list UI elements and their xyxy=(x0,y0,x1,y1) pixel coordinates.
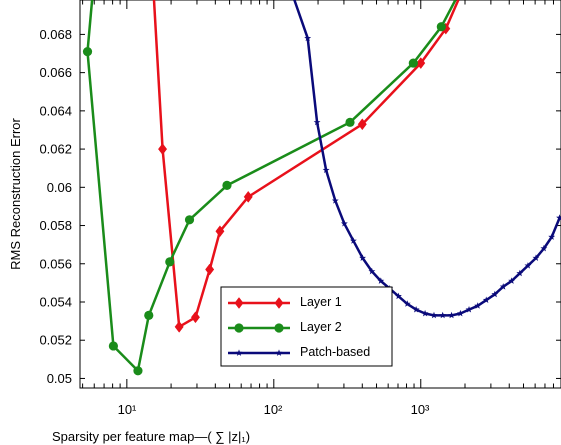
legend-marker-layer-1 xyxy=(234,297,244,309)
data-point-layer-2 xyxy=(108,341,118,351)
data-point-layer-1 xyxy=(205,263,215,276)
data-point-patch-based xyxy=(430,311,438,319)
data-point-patch-based xyxy=(491,290,499,298)
data-point-patch-based xyxy=(322,166,330,174)
series-layer xyxy=(82,0,561,376)
data-point-patch-based xyxy=(421,309,429,317)
data-point-layer-2 xyxy=(222,180,232,190)
legend-marker-layer-2 xyxy=(274,323,284,333)
data-point-patch-based xyxy=(359,254,367,261)
data-point-patch-based xyxy=(499,283,507,290)
data-point-layer-2 xyxy=(133,366,143,376)
data-point-patch-based xyxy=(482,296,490,303)
y-tick-label: 0.056 xyxy=(39,256,72,271)
data-point-patch-based xyxy=(395,292,402,300)
y-tick-label: 0.06 xyxy=(47,180,72,195)
x-tick-label: 10³ xyxy=(411,402,430,417)
data-point-patch-based xyxy=(524,262,532,269)
data-point-layer-2 xyxy=(184,215,195,225)
data-point-layer-1 xyxy=(416,57,426,69)
data-point-layer-2 xyxy=(144,310,154,320)
y-axis-label: RMS Reconstruction Error xyxy=(8,117,23,269)
legend: Layer 1 Layer 2 Patch-based xyxy=(220,286,393,367)
data-point-layer-2 xyxy=(82,47,93,57)
y-tick-label: 0.05 xyxy=(47,371,72,386)
y-tick-label: 0.052 xyxy=(39,333,72,348)
data-point-patch-based xyxy=(456,309,464,317)
data-point-patch-based xyxy=(474,302,482,309)
data-point-patch-based xyxy=(368,267,376,275)
data-point-patch-based xyxy=(377,277,385,284)
data-point-patch-based xyxy=(532,254,540,261)
legend-marker-layer-2 xyxy=(234,323,244,333)
y-tick-label: 0.066 xyxy=(39,65,72,80)
series-line-layer-2 xyxy=(86,0,457,373)
x-axis-label: Sparsity per feature map—( ∑ |z|₁) xyxy=(52,429,250,444)
data-point-patch-based xyxy=(313,118,321,126)
data-point-patch-based xyxy=(304,34,312,42)
data-point-layer-1 xyxy=(215,225,225,238)
data-point-patch-based xyxy=(331,197,339,204)
data-point-patch-based xyxy=(439,311,447,319)
legend-label-layer-1: Layer 1 xyxy=(300,295,342,309)
data-point-patch-based xyxy=(448,311,455,319)
x-tick-label: 10² xyxy=(264,402,283,417)
data-point-patch-based xyxy=(556,214,561,221)
data-point-layer-1 xyxy=(357,118,367,131)
data-point-patch-based xyxy=(412,306,420,313)
legend-marker-patch-based xyxy=(275,349,283,356)
y-tick-label: 0.062 xyxy=(39,142,72,157)
data-point-layer-1 xyxy=(190,311,200,324)
x-tick-label: 10¹ xyxy=(118,402,137,417)
data-point-layer-1 xyxy=(158,143,168,155)
legend-label-patch-based: Patch-based xyxy=(300,345,370,359)
data-point-layer-2 xyxy=(345,117,355,127)
legend-marker-layer-1 xyxy=(274,297,284,309)
series-line-layer-1 xyxy=(152,0,460,329)
data-point-layer-2 xyxy=(165,257,175,267)
data-point-patch-based xyxy=(548,233,556,240)
y-axis: 0.05 0.052 0.054 0.056 0.058 0.06 0.062 0.064 0.… xyxy=(39,27,561,386)
x-axis: 10¹ 10² 10³ xyxy=(82,0,561,417)
data-point-patch-based xyxy=(349,237,357,244)
data-point-patch-based xyxy=(465,306,473,313)
legend-label-layer-2: Layer 2 xyxy=(300,320,342,334)
y-tick-label: 0.064 xyxy=(39,103,72,118)
data-point-patch-based xyxy=(540,244,548,252)
y-tick-label: 0.058 xyxy=(39,218,72,233)
y-tick-label: 0.068 xyxy=(39,27,72,42)
data-point-layer-1 xyxy=(243,190,253,203)
data-point-layer-2 xyxy=(408,58,418,68)
data-point-layer-2 xyxy=(436,22,446,32)
y-tick-label: 0.054 xyxy=(39,294,72,309)
plot-frame xyxy=(79,0,561,389)
data-point-patch-based xyxy=(516,269,524,277)
data-point-patch-based xyxy=(340,220,348,227)
data-point-patch-based xyxy=(403,300,411,307)
legend-marker-patch-based xyxy=(235,349,243,356)
data-point-patch-based xyxy=(508,277,516,284)
data-point-layer-1 xyxy=(174,320,184,333)
